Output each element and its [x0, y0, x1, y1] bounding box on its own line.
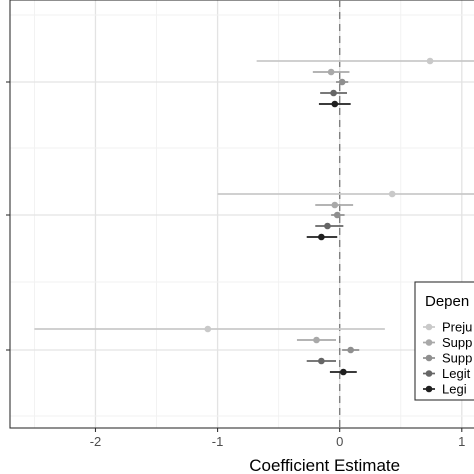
point-estimate [338, 78, 346, 86]
point-estimate [318, 357, 325, 365]
point-estimate [426, 57, 434, 65]
legend-key-point [425, 370, 433, 377]
x-tick-label: 0 [336, 434, 343, 449]
legend-key-point [425, 323, 433, 331]
point-estimate [333, 211, 341, 219]
point-estimate [388, 190, 396, 198]
legend-key-point [425, 354, 433, 362]
point-estimate [204, 325, 212, 333]
x-tick-label: 1 [458, 434, 465, 449]
y-axis-ticks [6, 81, 10, 351]
legend-key-point [425, 339, 433, 346]
legend-entry-label: Preju [442, 320, 472, 335]
point-estimate [318, 233, 325, 241]
x-axis-ticks: -2 -1 0 1 [90, 428, 465, 449]
x-tick-label: -1 [212, 434, 224, 449]
legend-key-point [425, 385, 433, 393]
point-estimate [327, 68, 335, 76]
legend-entry-label: Supp [442, 335, 472, 350]
point-estimate [330, 89, 337, 97]
point-estimate [347, 346, 354, 354]
panel-border [9, 0, 474, 429]
x-axis-title: Coefficient Estimate [249, 456, 400, 474]
x-tick-label: -2 [90, 434, 102, 449]
legend-entry-label: Legit [442, 366, 471, 381]
data-marks [34, 57, 474, 376]
point-estimate [340, 368, 347, 376]
legend-entry-label: Legi [442, 382, 467, 397]
point-estimate [313, 336, 320, 344]
point-estimate [324, 222, 331, 230]
legend-box [414, 281, 474, 401]
legend-entry-label: Supp [442, 351, 472, 366]
point-estimate [331, 100, 339, 108]
point-estimate [331, 201, 339, 209]
legend-title: Depen [425, 293, 469, 310]
